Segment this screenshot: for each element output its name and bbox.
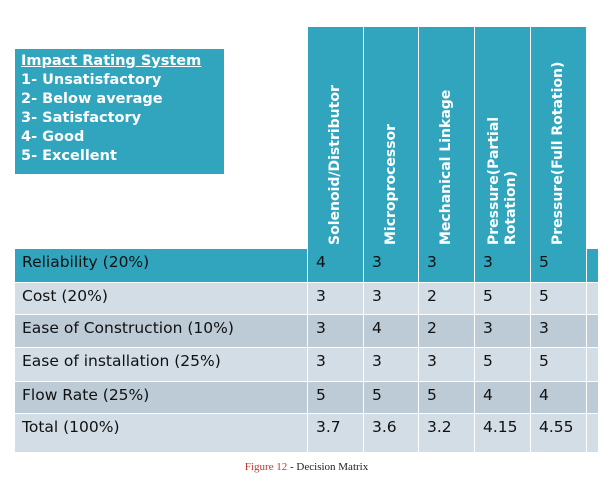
score-cell: 3 [364, 249, 419, 282]
score-cell: 3.2 [419, 414, 475, 452]
table-row: Reliability (20%) 4 3 3 3 5 [15, 249, 598, 283]
score-cell: 4 [364, 315, 419, 347]
score-cell: 2 [419, 315, 475, 347]
table-row: Cost (20%) 3 3 2 5 5 [15, 283, 598, 315]
table-row: Flow Rate (25%) 5 5 5 4 4 [15, 382, 598, 414]
score-cell: 5 [531, 348, 587, 381]
table-row: Total (100%) 3.7 3.6 3.2 4.15 4.55 [15, 414, 598, 453]
score-cell: 2 [419, 283, 475, 314]
table-row: Ease of installation (25%) 3 3 3 5 5 [15, 348, 598, 382]
score-cell: 5 [364, 382, 419, 413]
column-header: Pressure(Partial Rotation) [475, 27, 531, 249]
row-label: Cost (20%) [15, 283, 308, 314]
score-cell: 3 [308, 315, 364, 347]
score-cell: 4 [308, 249, 364, 282]
row-label: Flow Rate (25%) [15, 382, 308, 413]
row-label: Ease of Construction (10%) [15, 315, 308, 347]
column-header-label: Pressure(Full Rotation) [550, 31, 567, 245]
score-cell: 5 [308, 382, 364, 413]
column-header-line: Mechanical Linkage [438, 89, 454, 245]
figure-title: - Decision Matrix [287, 461, 369, 473]
column-header: Pressure(Full Rotation) [531, 27, 587, 249]
score-cell: 4 [475, 382, 531, 413]
column-header-line: Rotation) [502, 170, 519, 245]
score-cell: 3 [419, 348, 475, 381]
column-header-line: Microprocessor [382, 123, 399, 245]
legend-item: 4- Good [21, 129, 85, 145]
legend-item: 3- Satisfactory [21, 110, 142, 126]
score-cell: 3 [364, 283, 419, 314]
column-header-label: Mechanical Linkage [438, 31, 455, 245]
score-cell: 5 [475, 283, 531, 314]
score-cell: 3.7 [308, 414, 364, 452]
score-cell: 5 [475, 348, 531, 381]
score-cell: 4.15 [475, 414, 531, 452]
score-cell: 3.6 [364, 414, 419, 452]
row-label: Ease of installation (25%) [15, 348, 308, 381]
column-header-line: Pressure(Full Rotation) [550, 61, 566, 245]
legend-title: Impact Rating System [21, 53, 202, 69]
score-cell: 5 [419, 382, 475, 413]
legend-item: 2- Below average [21, 91, 163, 107]
row-label: Total (100%) [15, 414, 308, 452]
column-header: Solenoid/Distributor [308, 27, 364, 249]
impact-rating-legend: Impact Rating System 1- Unsatisfactory 2… [15, 49, 224, 174]
score-cell: 3 [364, 348, 419, 381]
row-label: Reliability (20%) [15, 249, 308, 282]
score-cell: 3 [531, 315, 587, 347]
score-cell: 5 [531, 249, 587, 282]
column-header: Mechanical Linkage [419, 27, 475, 249]
column-header-label: Solenoid/Distributor [327, 31, 344, 245]
score-cell: 3 [475, 315, 531, 347]
score-cell: 4.55 [531, 414, 587, 452]
figure-number: Figure 12 [244, 461, 288, 473]
score-cell: 3 [308, 348, 364, 381]
legend-item: 5- Excellent [21, 148, 117, 164]
score-cell: 4 [531, 382, 587, 413]
score-cell: 3 [308, 283, 364, 314]
column-header-label: Pressure(Partial Rotation) [486, 31, 520, 245]
table-row: Ease of Construction (10%) 3 4 2 3 3 [15, 315, 598, 348]
score-cell: 3 [419, 249, 475, 282]
column-header-line: Solenoid/Distributor [327, 85, 343, 245]
column-header: Microprocessor [364, 27, 419, 249]
score-cell: 5 [531, 283, 587, 314]
column-header-line: Pressure(Partial [485, 116, 502, 245]
legend-item: 1- Unsatisfactory [21, 72, 162, 88]
score-cell: 3 [475, 249, 531, 282]
column-header-label: Microprocessor [383, 31, 400, 245]
figure-caption: Figure 12 - Decision Matrix [0, 461, 613, 473]
